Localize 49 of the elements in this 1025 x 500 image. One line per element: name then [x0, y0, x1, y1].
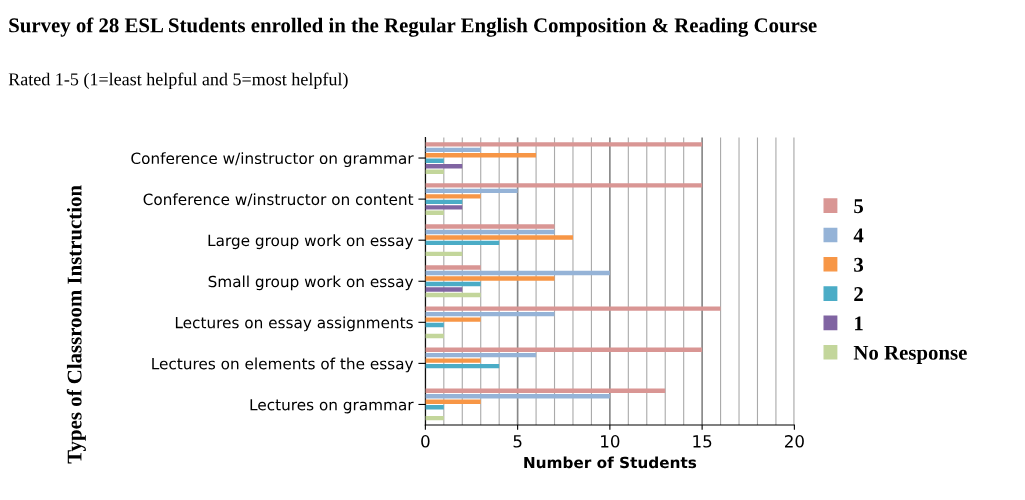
bar: [425, 311, 555, 317]
y-axis-title: Types of Classroom Instruction: [66, 185, 86, 464]
bar: [425, 235, 573, 240]
y-tick-label: Lectures on grammar: [250, 399, 414, 414]
x-tick-label: 10: [601, 435, 620, 448]
x-axis-title: Number of Students: [524, 456, 697, 469]
y-tick-label: Conference w/instructor on grammar: [131, 152, 414, 168]
bar: [425, 399, 481, 404]
bar: [425, 281, 481, 287]
bar: [425, 388, 666, 393]
bar: [425, 347, 703, 352]
bar: [425, 240, 500, 246]
y-tick-label: Lectures on essay assignments: [175, 316, 413, 332]
legend-label: 5: [854, 199, 864, 214]
bar: [425, 153, 537, 158]
bar: [425, 276, 555, 281]
y-tick-label: Large group work on essay: [208, 234, 414, 250]
bar: [425, 194, 481, 199]
legend-label: 1: [855, 316, 863, 331]
bar: [425, 188, 518, 194]
bar: [425, 224, 555, 229]
legend-label: 4: [853, 228, 864, 243]
bar: [425, 394, 610, 399]
bar: [425, 265, 481, 270]
bar: [425, 205, 463, 210]
bar: [425, 142, 703, 147]
bar: [425, 317, 481, 322]
y-tick-label: Lectures on elements of the essay: [152, 357, 414, 373]
x-tick-label: 0: [421, 435, 430, 448]
bar: [425, 363, 500, 369]
x-tick-label: 15: [693, 435, 712, 448]
bar: [425, 292, 481, 298]
bar: [425, 287, 463, 292]
x-tick-label: 5: [513, 435, 522, 448]
y-tick-label: Conference w/instructor on content: [143, 193, 414, 207]
text: Rated 1-5 (1=least helpful and 5=most helpful): [8, 72, 348, 90]
y-tick-label: Small group work on essay: [208, 275, 414, 291]
chart-title: Survey of 28 ESL Students enrolled in the Regular English Composition & Reading Course: [9, 17, 817, 37]
bar: [425, 352, 537, 358]
bar: [425, 183, 703, 188]
x-tick-label: 20: [784, 435, 804, 448]
legend-label: 3: [854, 257, 864, 272]
bar: [425, 306, 721, 311]
bar: [425, 147, 481, 153]
bar: [425, 270, 610, 276]
legend-label: 2: [854, 287, 863, 301]
bar: [425, 229, 555, 235]
legend-label: No Response: [853, 345, 967, 364]
bar: [425, 358, 481, 363]
